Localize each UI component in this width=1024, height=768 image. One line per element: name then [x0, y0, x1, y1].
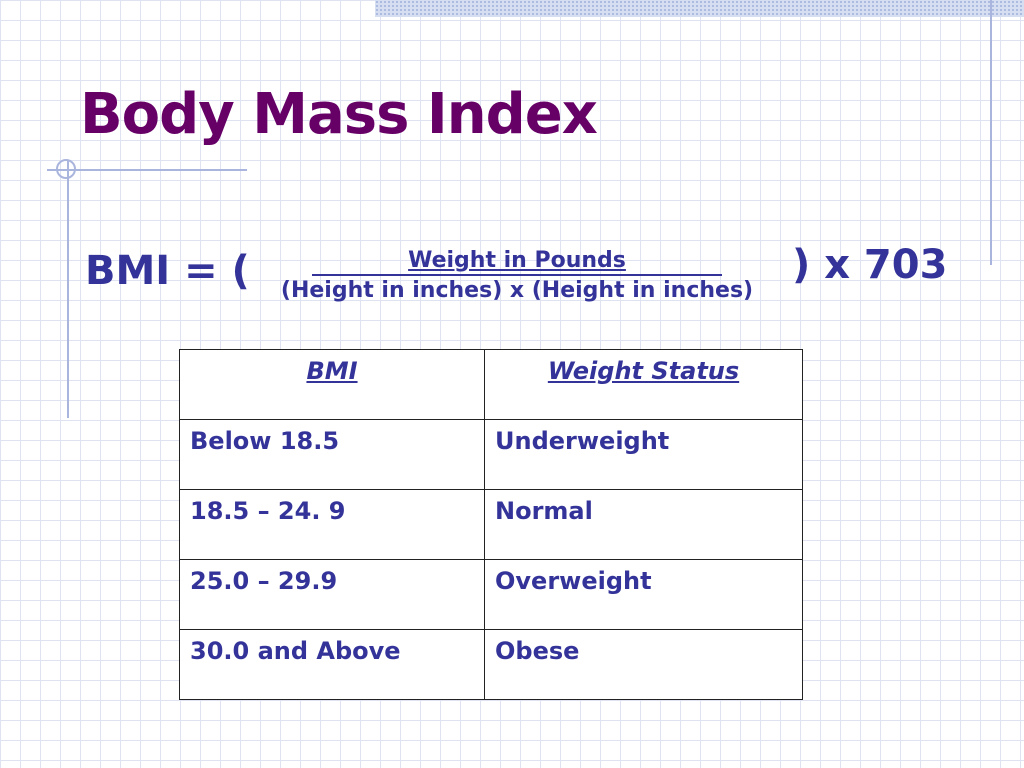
header-weight-status: Weight Status — [484, 349, 803, 420]
vertical-rule-right — [990, 0, 992, 265]
table-row: 25.0 – 29.9 Overweight — [179, 559, 803, 630]
cell-weight-status: Underweight — [484, 419, 803, 490]
table-header-row: BMI Weight Status — [179, 349, 803, 420]
bmi-table: BMI Weight Status Below 18.5 Underweight… — [179, 349, 803, 700]
formula-right-side: ) x 703 — [792, 242, 948, 288]
cell-bmi-range: 25.0 – 29.9 — [179, 559, 485, 630]
formula-numerator: Weight in Pounds — [312, 248, 722, 276]
title-underline-rule — [47, 169, 247, 171]
cell-bmi-range: Below 18.5 — [179, 419, 485, 490]
table-row: 30.0 and Above Obese — [179, 629, 803, 700]
header-bmi: BMI — [179, 349, 485, 420]
corner-decoration — [375, 0, 1024, 17]
cell-weight-status: Overweight — [484, 559, 803, 630]
table-row: 18.5 – 24. 9 Normal — [179, 489, 803, 560]
vertical-rule-left — [67, 160, 69, 418]
formula-numerator-text: Weight in Pounds — [408, 248, 626, 273]
cell-weight-status: Obese — [484, 629, 803, 700]
formula-denominator: (Height in inches) x (Height in inches) — [280, 278, 754, 303]
slide-title: Body Mass Index — [80, 82, 598, 147]
rule-circle-ornament — [56, 159, 76, 179]
table-row: Below 18.5 Underweight — [179, 419, 803, 490]
cell-weight-status: Normal — [484, 489, 803, 560]
cell-bmi-range: 30.0 and Above — [179, 629, 485, 700]
cell-bmi-range: 18.5 – 24. 9 — [179, 489, 485, 560]
formula-left-side: BMI = ( — [85, 248, 250, 294]
